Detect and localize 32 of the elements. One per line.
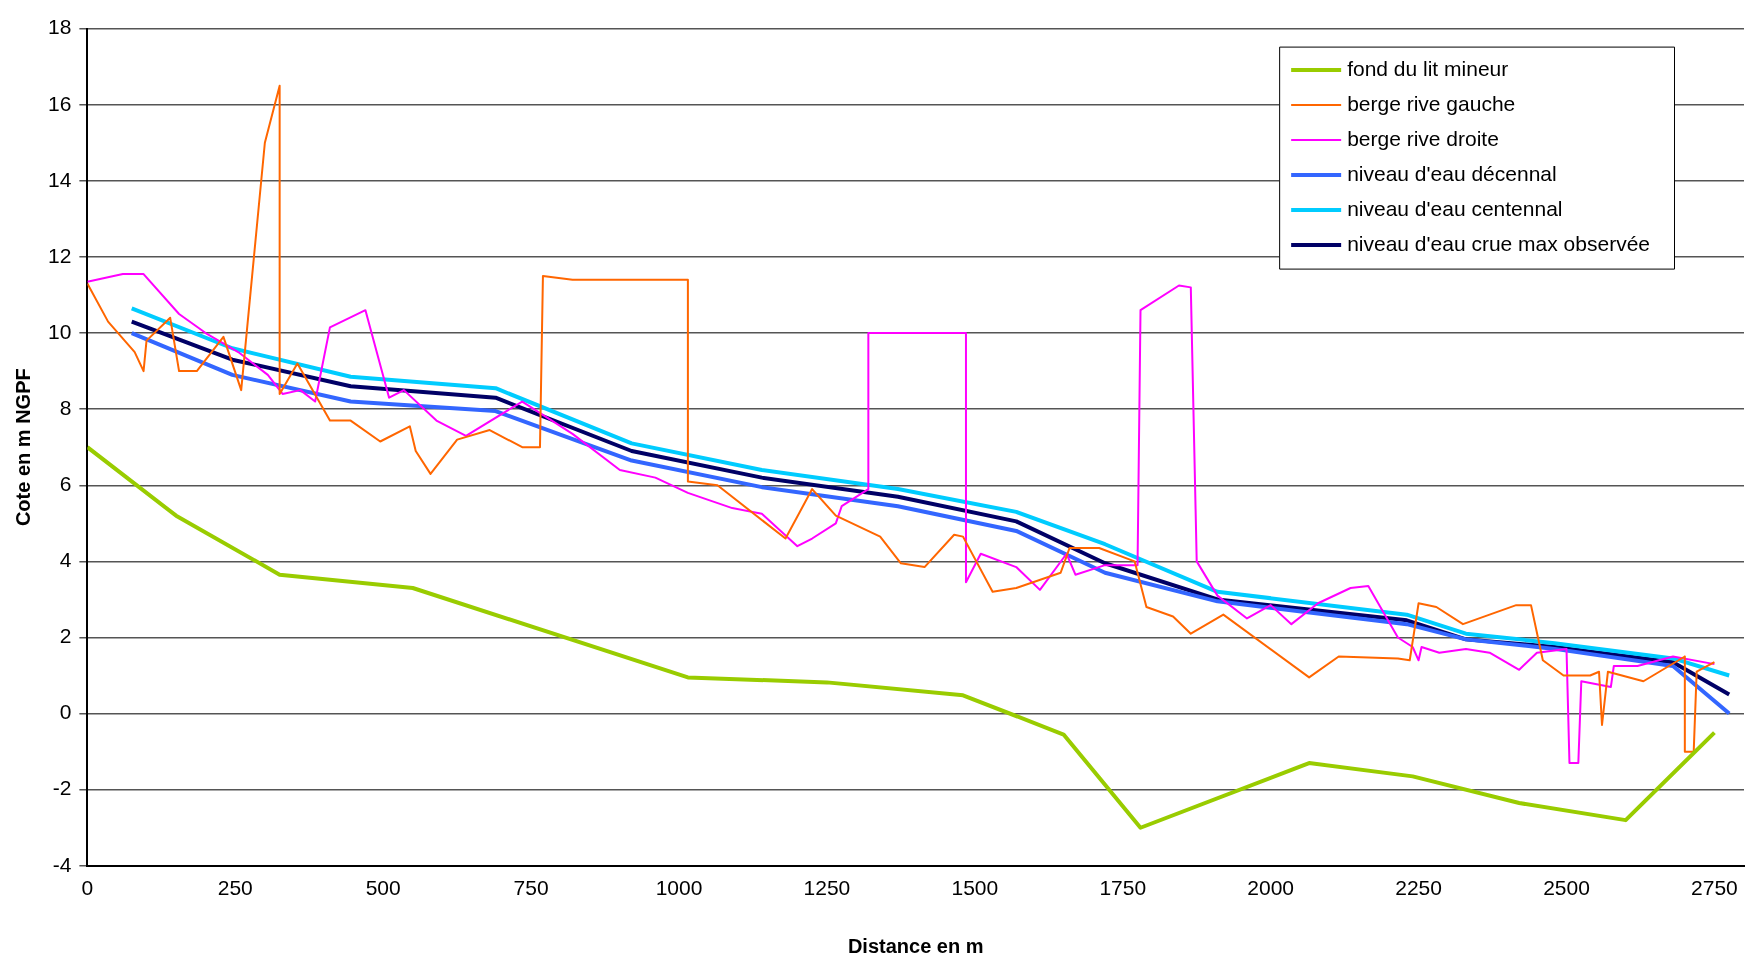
y-tick-label: 4 — [59, 548, 72, 572]
y-tick-label: 14 — [48, 167, 72, 191]
legend-label: niveau d'eau centennal — [1347, 196, 1563, 220]
x-tick-label: 2500 — [1543, 876, 1590, 900]
x-tick-label: 0 — [81, 876, 94, 900]
x-tick-label: 500 — [365, 876, 401, 900]
legend-label: niveau d'eau crue max observée — [1347, 231, 1650, 255]
x-tick-label: 1000 — [655, 876, 703, 900]
x-tick-label: 2250 — [1395, 876, 1442, 900]
x-tick-label: 1250 — [803, 876, 851, 900]
y-tick-label: 10 — [48, 319, 72, 343]
y-tick-label: 8 — [59, 395, 72, 419]
y-tick-label: 0 — [59, 700, 72, 724]
y-tick-label: 12 — [48, 243, 72, 267]
y-tick-label: 2 — [59, 624, 72, 648]
x-tick-label: 1750 — [1099, 876, 1147, 900]
x-tick-label: 2750 — [1691, 876, 1738, 900]
x-axis-title: Distance en m — [847, 934, 984, 957]
legend-label: fond du lit mineur — [1347, 56, 1509, 80]
x-tick-label: 750 — [513, 876, 549, 900]
legend-label: niveau d'eau décennal — [1347, 161, 1557, 185]
y-tick-label: -2 — [52, 776, 72, 800]
y-tick-label: 6 — [59, 472, 72, 496]
x-tick-label: 1500 — [951, 876, 999, 900]
y-tick-label: -4 — [52, 852, 72, 876]
legend-label: berge rive gauche — [1347, 91, 1516, 115]
x-tick-label: 2000 — [1247, 876, 1295, 900]
x-tick-label: 250 — [217, 876, 253, 900]
y-tick-label: 18 — [48, 15, 72, 39]
legend-label: berge rive droite — [1347, 126, 1499, 150]
y-axis-title: Cote en m NGPF — [11, 368, 34, 527]
y-tick-label: 16 — [48, 91, 72, 115]
